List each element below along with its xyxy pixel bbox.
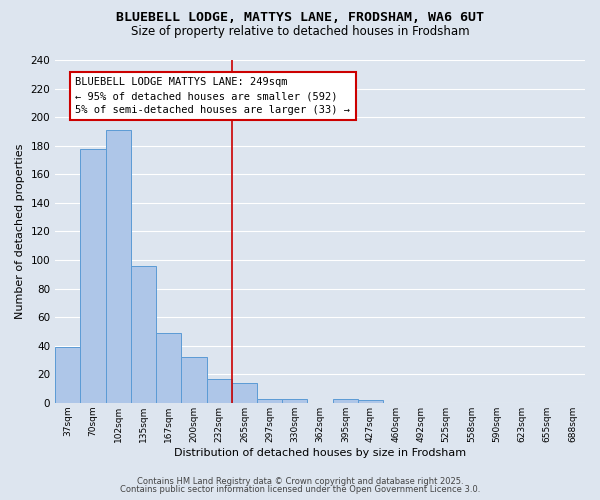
Bar <box>232 383 257 403</box>
Bar <box>80 148 106 403</box>
Bar <box>282 398 307 403</box>
Bar <box>156 333 181 403</box>
Bar <box>257 398 282 403</box>
Text: BLUEBELL LODGE, MATTYS LANE, FRODSHAM, WA6 6UT: BLUEBELL LODGE, MATTYS LANE, FRODSHAM, W… <box>116 11 484 24</box>
Text: BLUEBELL LODGE MATTYS LANE: 249sqm
← 95% of detached houses are smaller (592)
5%: BLUEBELL LODGE MATTYS LANE: 249sqm ← 95%… <box>76 77 350 115</box>
Bar <box>131 266 156 403</box>
Bar <box>106 130 131 403</box>
Bar <box>332 398 358 403</box>
Text: Contains HM Land Registry data © Crown copyright and database right 2025.: Contains HM Land Registry data © Crown c… <box>137 477 463 486</box>
Bar <box>181 357 206 403</box>
Bar <box>55 347 80 403</box>
Text: Contains public sector information licensed under the Open Government Licence 3.: Contains public sector information licen… <box>120 484 480 494</box>
Y-axis label: Number of detached properties: Number of detached properties <box>15 144 25 319</box>
X-axis label: Distribution of detached houses by size in Frodsham: Distribution of detached houses by size … <box>174 448 466 458</box>
Text: Size of property relative to detached houses in Frodsham: Size of property relative to detached ho… <box>131 25 469 38</box>
Bar <box>358 400 383 403</box>
Bar <box>206 378 232 403</box>
